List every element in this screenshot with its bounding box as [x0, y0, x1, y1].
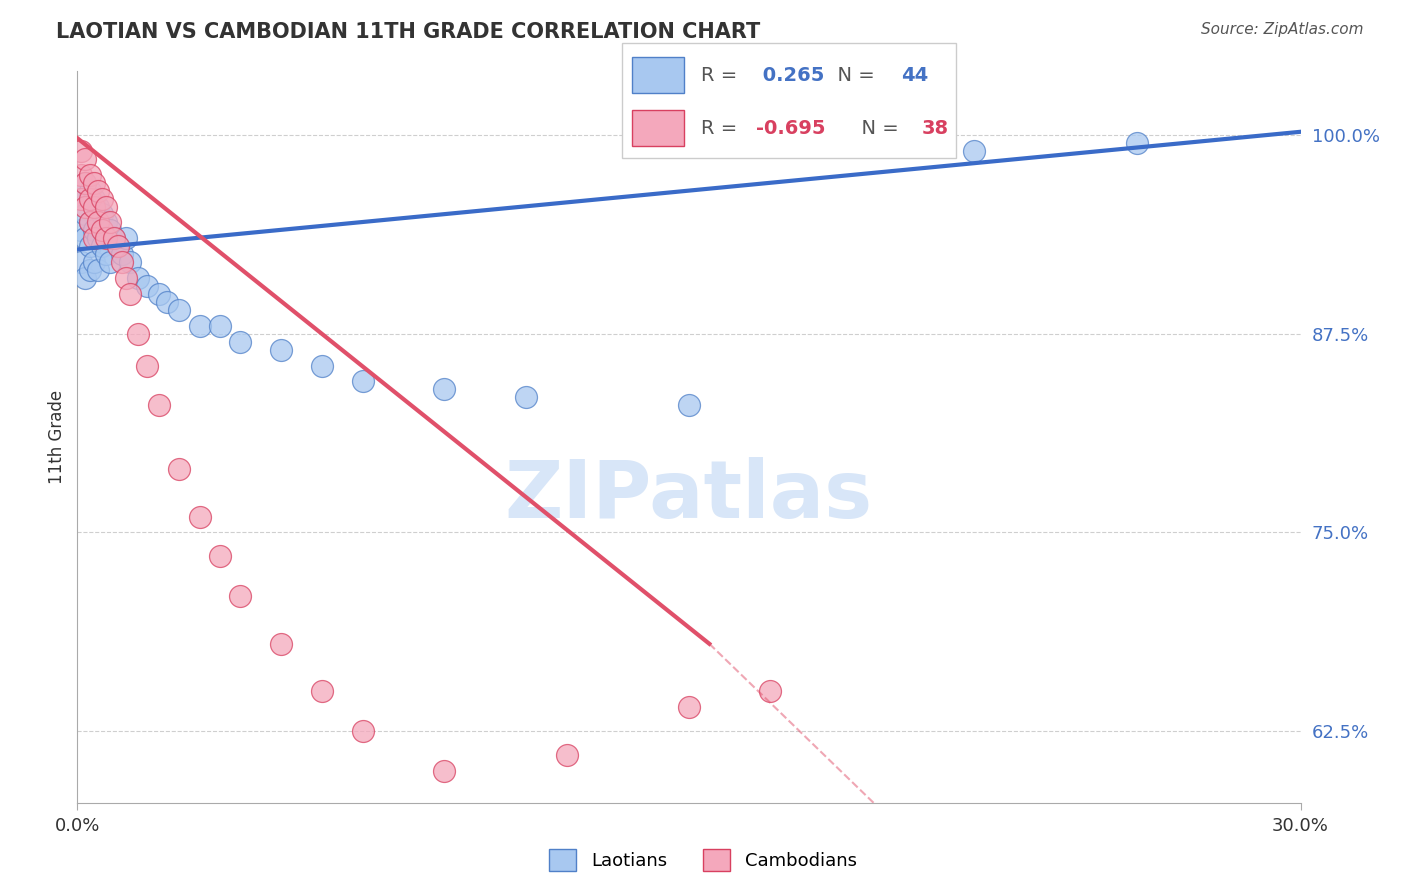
Text: 44: 44	[901, 65, 928, 85]
Point	[79, 215, 101, 229]
Point	[169, 462, 191, 476]
Bar	[633, 110, 685, 146]
Point	[156, 294, 179, 309]
Point	[759, 684, 782, 698]
Point	[111, 255, 134, 269]
Point	[98, 255, 121, 269]
Point	[270, 343, 292, 357]
Point	[135, 279, 157, 293]
Text: R =: R =	[702, 65, 744, 85]
Point	[229, 589, 252, 603]
Point	[229, 334, 252, 349]
Point	[555, 748, 578, 763]
Point	[188, 509, 211, 524]
Point	[135, 359, 157, 373]
Point	[169, 302, 191, 317]
Point	[90, 192, 112, 206]
Text: -0.695: -0.695	[756, 119, 825, 137]
Point	[75, 176, 97, 190]
Bar	[633, 57, 685, 93]
Point	[87, 263, 110, 277]
FancyBboxPatch shape	[621, 43, 956, 158]
Point	[87, 184, 110, 198]
Point	[83, 231, 105, 245]
Text: N =: N =	[849, 119, 905, 137]
Text: Source: ZipAtlas.com: Source: ZipAtlas.com	[1201, 22, 1364, 37]
Point	[128, 271, 150, 285]
Point	[115, 231, 138, 245]
Point	[209, 549, 232, 564]
Point	[128, 326, 150, 341]
Point	[83, 176, 105, 190]
Point	[83, 223, 105, 237]
Y-axis label: 11th Grade: 11th Grade	[48, 390, 66, 484]
Point	[111, 247, 134, 261]
Point	[75, 200, 97, 214]
Point	[70, 192, 93, 206]
Point	[270, 637, 292, 651]
Point	[103, 231, 125, 245]
Point	[209, 318, 232, 333]
Point	[515, 390, 537, 404]
Text: LAOTIAN VS CAMBODIAN 11TH GRADE CORRELATION CHART: LAOTIAN VS CAMBODIAN 11TH GRADE CORRELAT…	[56, 22, 761, 42]
Point	[678, 398, 700, 412]
Text: ZIPatlas: ZIPatlas	[505, 457, 873, 534]
Point	[433, 764, 456, 778]
Point	[70, 168, 93, 182]
Point	[75, 271, 97, 285]
Text: N =: N =	[825, 65, 882, 85]
Point	[79, 263, 101, 277]
Point	[120, 287, 142, 301]
Point	[433, 383, 456, 397]
Point	[87, 200, 110, 214]
Text: 0.265: 0.265	[756, 65, 825, 85]
Point	[963, 144, 986, 158]
Point	[70, 192, 93, 206]
Point	[311, 359, 333, 373]
Point	[120, 255, 142, 269]
Point	[83, 200, 105, 214]
Point	[115, 271, 138, 285]
Point	[79, 239, 101, 253]
Text: R =: R =	[702, 119, 744, 137]
Point	[79, 184, 101, 198]
Point	[107, 239, 129, 253]
Point	[98, 223, 121, 237]
Point	[70, 144, 93, 158]
Point	[1126, 136, 1149, 150]
Point	[75, 152, 97, 166]
Point	[352, 375, 374, 389]
Point	[90, 239, 112, 253]
Point	[83, 255, 105, 269]
Point	[90, 223, 112, 237]
Point	[83, 192, 105, 206]
Point	[87, 215, 110, 229]
Text: 38: 38	[922, 119, 949, 137]
Point	[148, 287, 170, 301]
Point	[352, 724, 374, 739]
Point	[94, 231, 117, 245]
Point	[148, 398, 170, 412]
Point	[94, 200, 117, 214]
Point	[70, 255, 93, 269]
Point	[678, 700, 700, 714]
Point	[98, 215, 121, 229]
Point	[103, 231, 125, 245]
Point	[75, 176, 97, 190]
Point	[107, 239, 129, 253]
Point	[79, 192, 101, 206]
Point	[70, 223, 93, 237]
Point	[79, 215, 101, 229]
Point	[188, 318, 211, 333]
Point	[94, 215, 117, 229]
Point	[87, 231, 110, 245]
Point	[75, 231, 97, 245]
Legend: Laotians, Cambodians: Laotians, Cambodians	[543, 842, 863, 879]
Point	[79, 168, 101, 182]
Point	[94, 247, 117, 261]
Point	[311, 684, 333, 698]
Point	[75, 207, 97, 221]
Point	[90, 207, 112, 221]
